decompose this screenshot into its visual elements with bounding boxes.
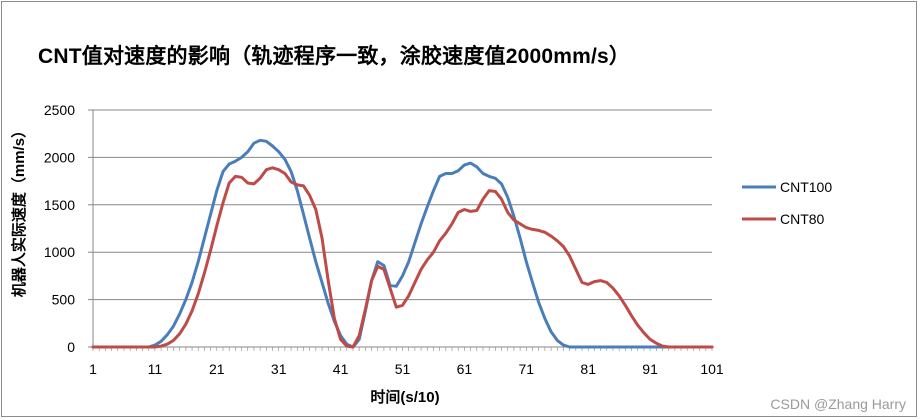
x-tick-label: 101 <box>700 361 724 377</box>
y-tick-label: 1500 <box>44 197 75 213</box>
x-tick-label: 61 <box>457 361 473 377</box>
y-tick-label: 500 <box>52 292 76 308</box>
legend-label-cnt100: CNT100 <box>780 179 832 195</box>
y-tick-label: 1000 <box>44 244 75 260</box>
chart-title: CNT值对速度的影响（轨迹程序一致，涂胶速度值2000mm/s） <box>38 45 631 68</box>
x-axis-label: 时间(s/10) <box>370 388 439 406</box>
x-tick-label: 91 <box>642 361 658 377</box>
x-tick-label: 81 <box>580 361 596 377</box>
x-tick-label: 1 <box>89 361 97 377</box>
x-tick-label: 41 <box>333 361 349 377</box>
series-line-cnt100 <box>91 138 714 349</box>
x-tick-label: 71 <box>519 361 535 377</box>
series-line-cnt80 <box>91 166 714 349</box>
x-tick-label: 51 <box>395 361 411 377</box>
x-tick-label: 21 <box>209 361 225 377</box>
y-axis-label: 机器人实际速度（mm/s） <box>10 123 28 297</box>
y-tick-label: 2500 <box>44 102 75 118</box>
x-tick-label: 11 <box>148 361 163 377</box>
legend-label-cnt80: CNT80 <box>780 211 825 227</box>
y-tick-label: 0 <box>67 339 75 355</box>
y-tick-label: 2000 <box>44 149 75 165</box>
x-tick-label: 31 <box>271 361 287 377</box>
watermark: CSDN @Zhang Harry <box>770 396 906 412</box>
